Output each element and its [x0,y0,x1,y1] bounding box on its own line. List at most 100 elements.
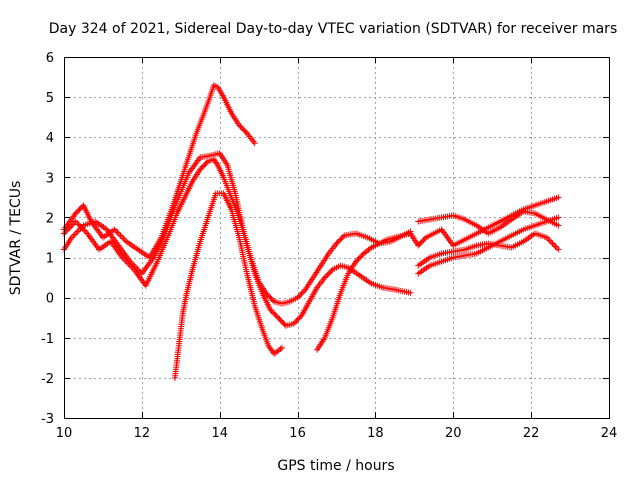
data-point [293,318,300,325]
data-point [338,235,345,242]
data-point [291,319,298,326]
data-point [203,159,210,166]
x-tick-label: 22 [523,426,540,441]
data-point [295,315,302,322]
data-point [354,257,361,264]
y-tick-label: 3 [46,171,54,186]
x-tick-label: 20 [445,426,462,441]
chart-title: Day 324 of 2021, Sidereal Day-to-day VTE… [49,21,617,37]
data-point [324,271,331,278]
data-point [419,238,426,245]
data-point [355,255,362,262]
data-point [236,122,243,129]
y-tick-label: 5 [46,91,54,106]
series-track-h [415,230,562,269]
data-point [74,228,81,235]
data-point [295,293,302,300]
data-point [416,241,423,248]
data-point [549,240,556,247]
data-point [290,320,297,327]
data-point [82,228,89,235]
data-point [421,235,428,242]
y-tick-label: 4 [46,131,54,146]
data-point [273,313,280,320]
x-tick-label: 12 [134,426,151,441]
data-point [337,236,344,243]
data-point [548,239,555,246]
data-point [198,164,205,171]
plot-frame [64,57,610,419]
data-point [269,309,276,316]
data-point [272,312,279,319]
data-point [555,222,562,229]
data-point [339,233,346,240]
data-point [321,274,328,281]
x-tick-label: 16 [289,426,306,441]
data-point [268,308,275,315]
data-point [251,140,258,147]
data-point [323,273,330,280]
data-point [325,270,332,277]
data-point [113,227,120,234]
data-point [267,306,274,313]
data-point [68,222,75,229]
series-track-b [61,150,414,307]
data-point [268,296,275,303]
data-point [74,219,81,226]
data-point [73,209,80,216]
data-point [117,232,124,239]
data-point [237,123,244,130]
data-point [555,194,562,201]
data-point [199,163,206,170]
data-point [71,231,78,238]
data-point [121,237,128,244]
data-point [77,205,84,212]
y-tick-label: -1 [41,332,54,347]
data-point [555,246,562,253]
data-point [275,314,282,321]
data-point [277,317,284,324]
data-point [420,237,427,244]
data-point [238,124,245,131]
data-point [242,128,249,135]
data-point [241,127,248,134]
data-point [118,233,125,240]
data-point [76,206,83,213]
data-point [197,166,204,173]
data-point [294,294,301,301]
data-point [417,239,424,246]
x-axis-title: GPS time / hours [277,458,394,474]
y-tick-label: 6 [46,51,54,66]
y-axis-title: SDTVAR / TECUs [8,181,24,296]
data-point [299,289,306,296]
data-point [358,253,365,260]
data-point [75,207,82,214]
data-point [279,344,285,351]
data-point [328,267,335,274]
data-point [555,214,562,221]
grid [64,57,609,418]
data-point [336,237,343,244]
data-point [120,235,127,242]
data-point [267,294,274,301]
y-tick-label: -2 [41,372,54,387]
data-point [356,254,363,261]
x-tick-label: 24 [601,426,618,441]
data-point [73,229,80,236]
data-point [553,245,560,252]
y-tick-label: 0 [46,292,54,307]
data-point [276,316,283,323]
data-point [352,258,359,265]
data-point [301,287,308,294]
y-tick-label: 2 [46,211,54,226]
series-track-d [171,190,285,381]
data-point [552,243,559,250]
data-point [280,320,287,327]
data-point [551,242,558,249]
data-point [269,297,276,304]
series-track-f [415,208,562,237]
data-point [202,160,209,167]
data-point [271,310,278,317]
data-point [294,316,301,323]
data-marks [61,82,562,381]
